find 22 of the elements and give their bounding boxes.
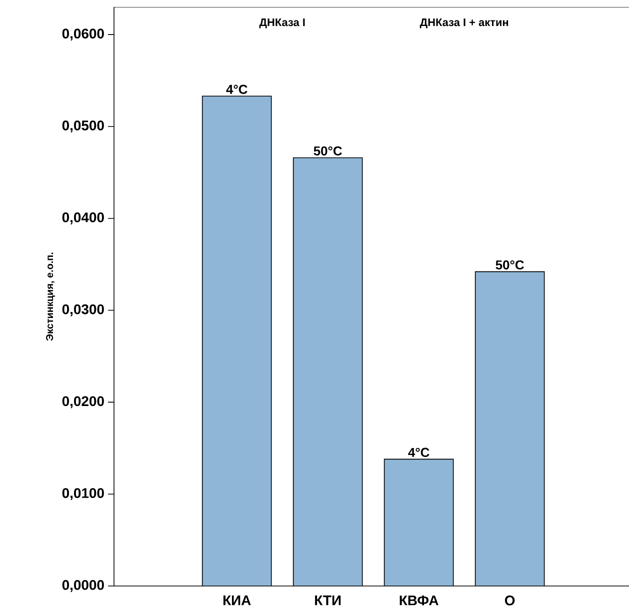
bar — [202, 96, 272, 586]
y-tick-label: 0,0400 — [62, 212, 104, 224]
y-axis-title: Экстинкция, е.о.п. — [46, 252, 55, 341]
y-tick-label: 0,0100 — [62, 488, 104, 500]
y-tick-label: 0,0600 — [62, 28, 104, 41]
annotation: 4°C — [226, 84, 248, 94]
x-tick-label: КИА — [223, 596, 251, 606]
y-tick-label: 0,0200 — [62, 396, 104, 408]
y-tick-label: 0,0300 — [62, 304, 104, 316]
bar — [293, 158, 362, 586]
annotation: 4°C — [408, 448, 430, 457]
annotation: ДНКаза I — [259, 18, 305, 28]
annotation: 50°C — [496, 260, 524, 270]
x-tick-label: КТИ — [315, 596, 341, 606]
x-tick-label: КВФА — [400, 596, 438, 606]
bar — [474, 271, 545, 586]
annotation: ДНКаза I + актин — [420, 18, 508, 28]
bar — [384, 459, 454, 586]
x-tick-label: О — [504, 596, 515, 606]
y-tick-label: 0,0500 — [62, 120, 104, 132]
y-tick-label: 0,0000 — [62, 580, 104, 592]
annotation: 50°C — [314, 146, 342, 156]
